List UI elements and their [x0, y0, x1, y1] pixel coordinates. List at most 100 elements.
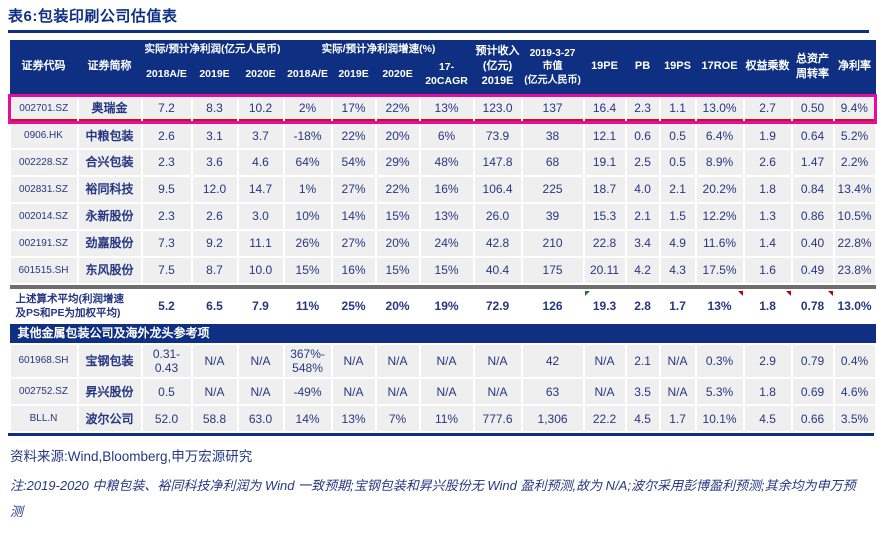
col-subheader-5: 2020E [375, 58, 420, 96]
cell-value: 63 [520, 377, 585, 407]
cell-value: 1.5 [658, 202, 697, 232]
summary-value: 0.78 [790, 289, 835, 325]
cell-value: N/A [472, 377, 523, 407]
cell-value: 27% [330, 175, 377, 205]
valuation-table: 证券代码 证券简称 实际/预计净利润(亿元人民币) 实际/预计净利润增速(%) 预计收入… [8, 40, 877, 434]
report-page: 表6:包装印刷公司估值表 证券代码 证券简称 实际/预计净利润(亿元人民币) 实际/预… [8, 8, 877, 524]
cell-value: 6% [418, 121, 475, 151]
cell-value: 29% [374, 148, 421, 178]
table-row: 002014.SZ 永新股份 2.3 2.6 3.0 10% 14% 15% 13% 26.0 39… [8, 202, 877, 232]
cell-value: 2% [282, 93, 333, 124]
cell-value: 22.2 [582, 404, 627, 434]
table-row: 601515.SH 东风股份 7.5 8.7 10.0 15% 16% 15% 15% 40.4 1… [8, 256, 877, 286]
cell-value: 16% [330, 256, 377, 286]
cell-value: 4.5 [624, 404, 661, 434]
footer: 资料来源:Wind,Bloomberg,申万宏源研究 注:2019-2020 中… [10, 445, 877, 524]
cell-value: 2.5 [624, 148, 661, 178]
cell-value: N/A [374, 342, 421, 380]
table-row: 002228.SZ 合兴包装 2.3 3.6 4.6 64% 54% 29% 48% 147.8 6… [8, 148, 877, 178]
cell-value: N/A [330, 342, 377, 380]
cell-value: 10.2 [236, 93, 285, 124]
cell-value: 40.4 [472, 256, 523, 286]
cell-value: 7.5 [140, 256, 193, 286]
cell-value: 10.1% [694, 404, 745, 434]
table-bottom-rule [8, 433, 874, 437]
cell-code: 002831.SZ [8, 175, 79, 205]
cell-value: 1.8 [742, 175, 793, 205]
cell-value: 20.11 [582, 256, 627, 286]
cell-value: 64% [282, 148, 333, 178]
cell-value: 11.6% [694, 229, 745, 259]
cell-code: 002228.SZ [8, 148, 79, 178]
cell-value: N/A [658, 342, 697, 380]
header-row-sub: 2018A/E 2019E 2020E 2018A/E 2019E 2020E 17-20C… [10, 58, 876, 96]
col-subheader-3: 2018A/E [283, 58, 332, 96]
col-subheader-0: 2018A/E [141, 58, 192, 96]
cell-value: 367%- 548% [282, 342, 333, 380]
cell-code: 002701.SZ [8, 93, 79, 124]
cell-value: 1.6 [742, 256, 793, 286]
cell-code: 601968.SH [8, 342, 79, 380]
cell-value: 4.6 [236, 148, 285, 178]
cell-value: N/A [418, 377, 475, 407]
summary-row: 上述算术平均(利润增速 及PS和PE为加权平均) 5.2 6.5 7.9 11% 25% 2… [8, 289, 877, 325]
red-corner-marker [827, 291, 833, 297]
summary-value: 13.0% [832, 289, 877, 325]
cell-value: 15% [282, 256, 333, 286]
table-row: 002191.SZ 劲嘉股份 7.3 9.2 11.1 26% 27% 20% 24% 42.8 2… [8, 229, 877, 259]
cell-value: 8.3 [190, 93, 239, 124]
cell-value: 20% [374, 229, 421, 259]
col-header-name: 证券简称 [77, 40, 142, 96]
cell-name: 裕同科技 [76, 175, 143, 205]
cell-value: 20.2% [694, 175, 745, 205]
cell-value: 777.6 [472, 404, 523, 434]
cell-value: 3.6 [190, 148, 239, 178]
cell-value: 23.8% [832, 256, 877, 286]
cell-value: 3.7 [236, 121, 285, 151]
cell-value: 27% [330, 229, 377, 259]
col-header-code: 证券代码 [9, 40, 78, 96]
cell-value: 26% [282, 229, 333, 259]
cell-value: 58.8 [190, 404, 239, 434]
cell-value: 0.5 [658, 121, 697, 151]
summary-value: 72.9 [472, 289, 523, 325]
cell-value: 2.3 [140, 202, 193, 232]
cell-value: 17.5% [694, 256, 745, 286]
col-header-equity-multiplier: 权益乘数 [743, 40, 792, 96]
section-header-row: 其他金属包装公司及海外龙头参考项 [9, 322, 876, 345]
summary-value: 19.3 [582, 289, 627, 325]
cell-value: 2.1 [624, 342, 661, 380]
summary-value: 1.7 [658, 289, 697, 325]
cell-value: 4.2 [624, 256, 661, 286]
cell-value: 0.69 [790, 377, 835, 407]
cell-value: 0.5 [140, 377, 193, 407]
col-header-pb: PB [625, 40, 660, 96]
cell-value: 12.2% [694, 202, 745, 232]
cell-code: BLL.N [8, 404, 79, 434]
summary-value: 2.8 [624, 289, 661, 325]
cell-value: 0.49 [790, 256, 835, 286]
separator-band-cell [9, 284, 876, 291]
header-row-groups: 证券代码 证券简称 实际/预计净利润(亿元人民币) 实际/预计净利润增速(%) 预计收入… [9, 40, 876, 96]
cell-value: 10.0 [236, 256, 285, 286]
col-header-growth-group: 实际/预计净利润增速(%) [283, 40, 474, 59]
cell-value: 12.0 [190, 175, 239, 205]
cell-value: 175 [520, 256, 585, 286]
summary-value: 13% [694, 289, 745, 325]
cell-value: 2.7 [742, 93, 793, 124]
cell-value: 0.4% [832, 342, 877, 380]
cell-value: 15.3 [582, 202, 627, 232]
cell-value: N/A [330, 377, 377, 407]
cell-value: 13.0% [694, 93, 745, 124]
note-line: 注:2019-2020 中粮包装、裕同科技净利润为 Wind 一致预期;宝钢包装… [10, 478, 856, 519]
cell-name: 昇兴股份 [76, 377, 143, 407]
cell-value: N/A [236, 377, 285, 407]
cell-value: 123.0 [472, 93, 523, 124]
cell-value: N/A [658, 377, 697, 407]
cell-value: 8.7 [190, 256, 239, 286]
cell-value: 63.0 [236, 404, 285, 434]
cell-name: 中粮包装 [76, 121, 143, 151]
cell-value: 24% [418, 229, 475, 259]
col-header-profit-group: 实际/预计净利润(亿元人民币) [141, 40, 284, 59]
col-header-revenue: 预计收入 (亿元) 2019E [473, 40, 522, 96]
